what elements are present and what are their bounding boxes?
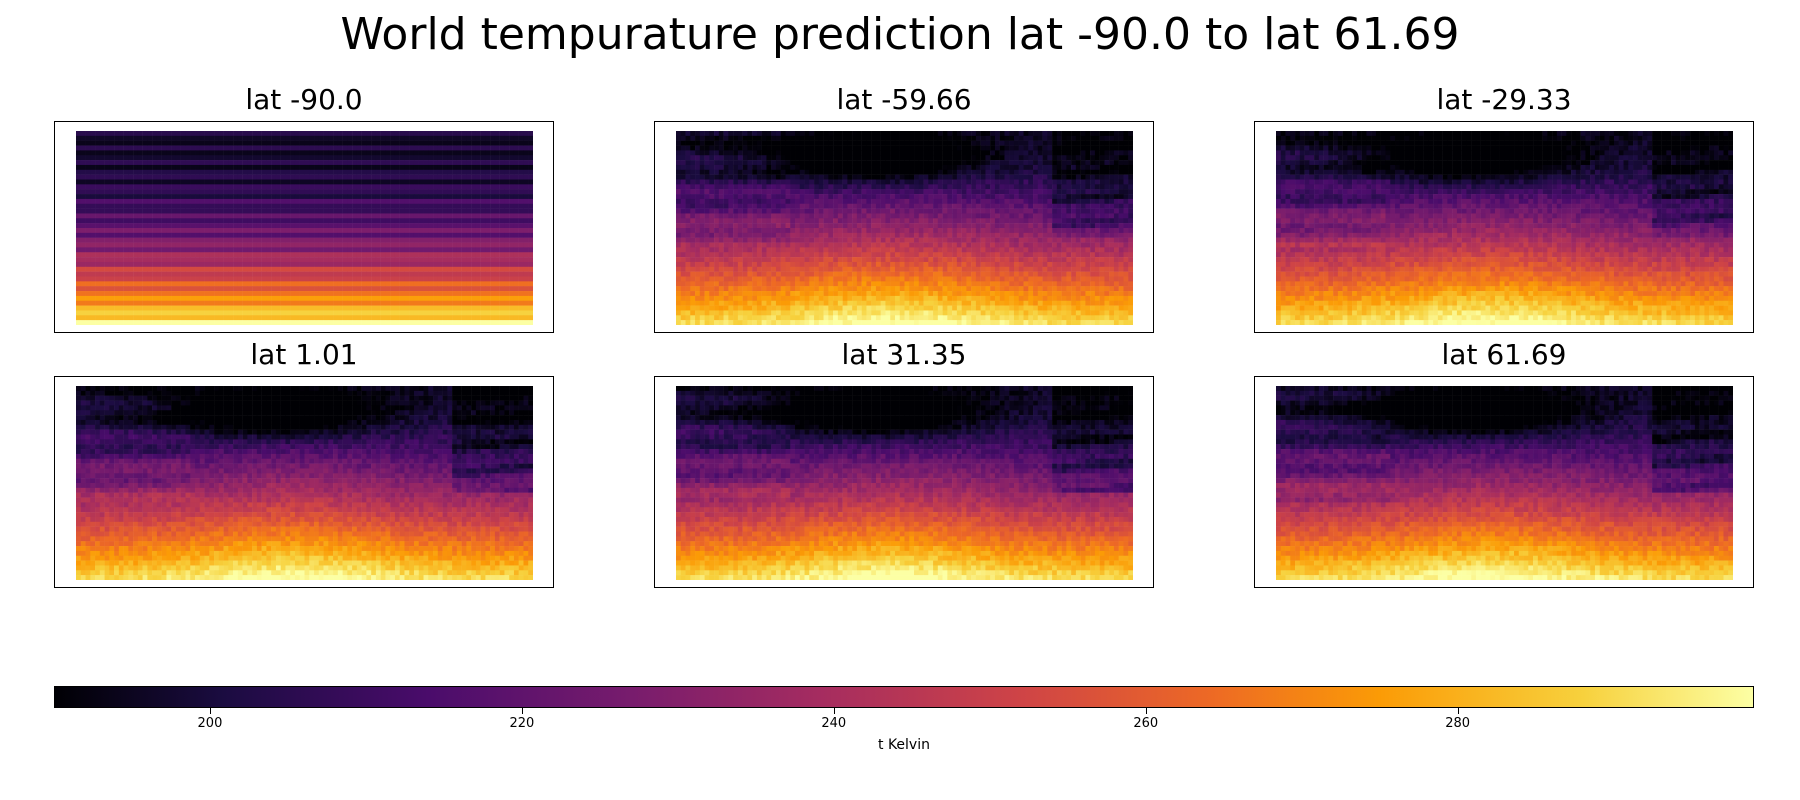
colorbar-label: t Kelvin [54, 737, 1754, 753]
panel-title: lat -90.0 [54, 83, 554, 117]
panel-title: lat 1.01 [54, 338, 554, 372]
colorbar-tick [1457, 708, 1459, 714]
figure-title: World tempurature prediction lat -90.0 t… [0, 8, 1800, 62]
panel-title: lat 61.69 [1254, 338, 1754, 372]
panel-frame [654, 376, 1154, 588]
panel-frame [54, 121, 554, 333]
panel-title: lat 31.35 [654, 338, 1154, 372]
heatmap-cells [676, 131, 1133, 325]
colorbar-tick [521, 708, 523, 714]
colorbar [54, 686, 1754, 708]
colorbar-tick-label: 260 [1116, 716, 1176, 731]
panel-title: lat -29.33 [1254, 83, 1754, 117]
colorbar-tick [209, 708, 211, 714]
panel-frame [1254, 121, 1754, 333]
panel-title: lat -59.66 [654, 83, 1154, 117]
heatmap-cells [1276, 131, 1733, 325]
colorbar-tick-label: 200 [180, 716, 240, 731]
heatmap-cells [76, 386, 533, 580]
panel-frame [654, 121, 1154, 333]
colorbar-tick [833, 708, 835, 714]
heatmap-cells [1276, 386, 1733, 580]
heatmap-cells [676, 386, 1133, 580]
heatmap-cells [76, 131, 533, 325]
panel-frame [1254, 376, 1754, 588]
colorbar-tick-label: 240 [804, 716, 864, 731]
colorbar-tick-label: 280 [1428, 716, 1488, 731]
panel-frame [54, 376, 554, 588]
colorbar-tick [1145, 708, 1147, 714]
colorbar-tick-label: 220 [492, 716, 552, 731]
